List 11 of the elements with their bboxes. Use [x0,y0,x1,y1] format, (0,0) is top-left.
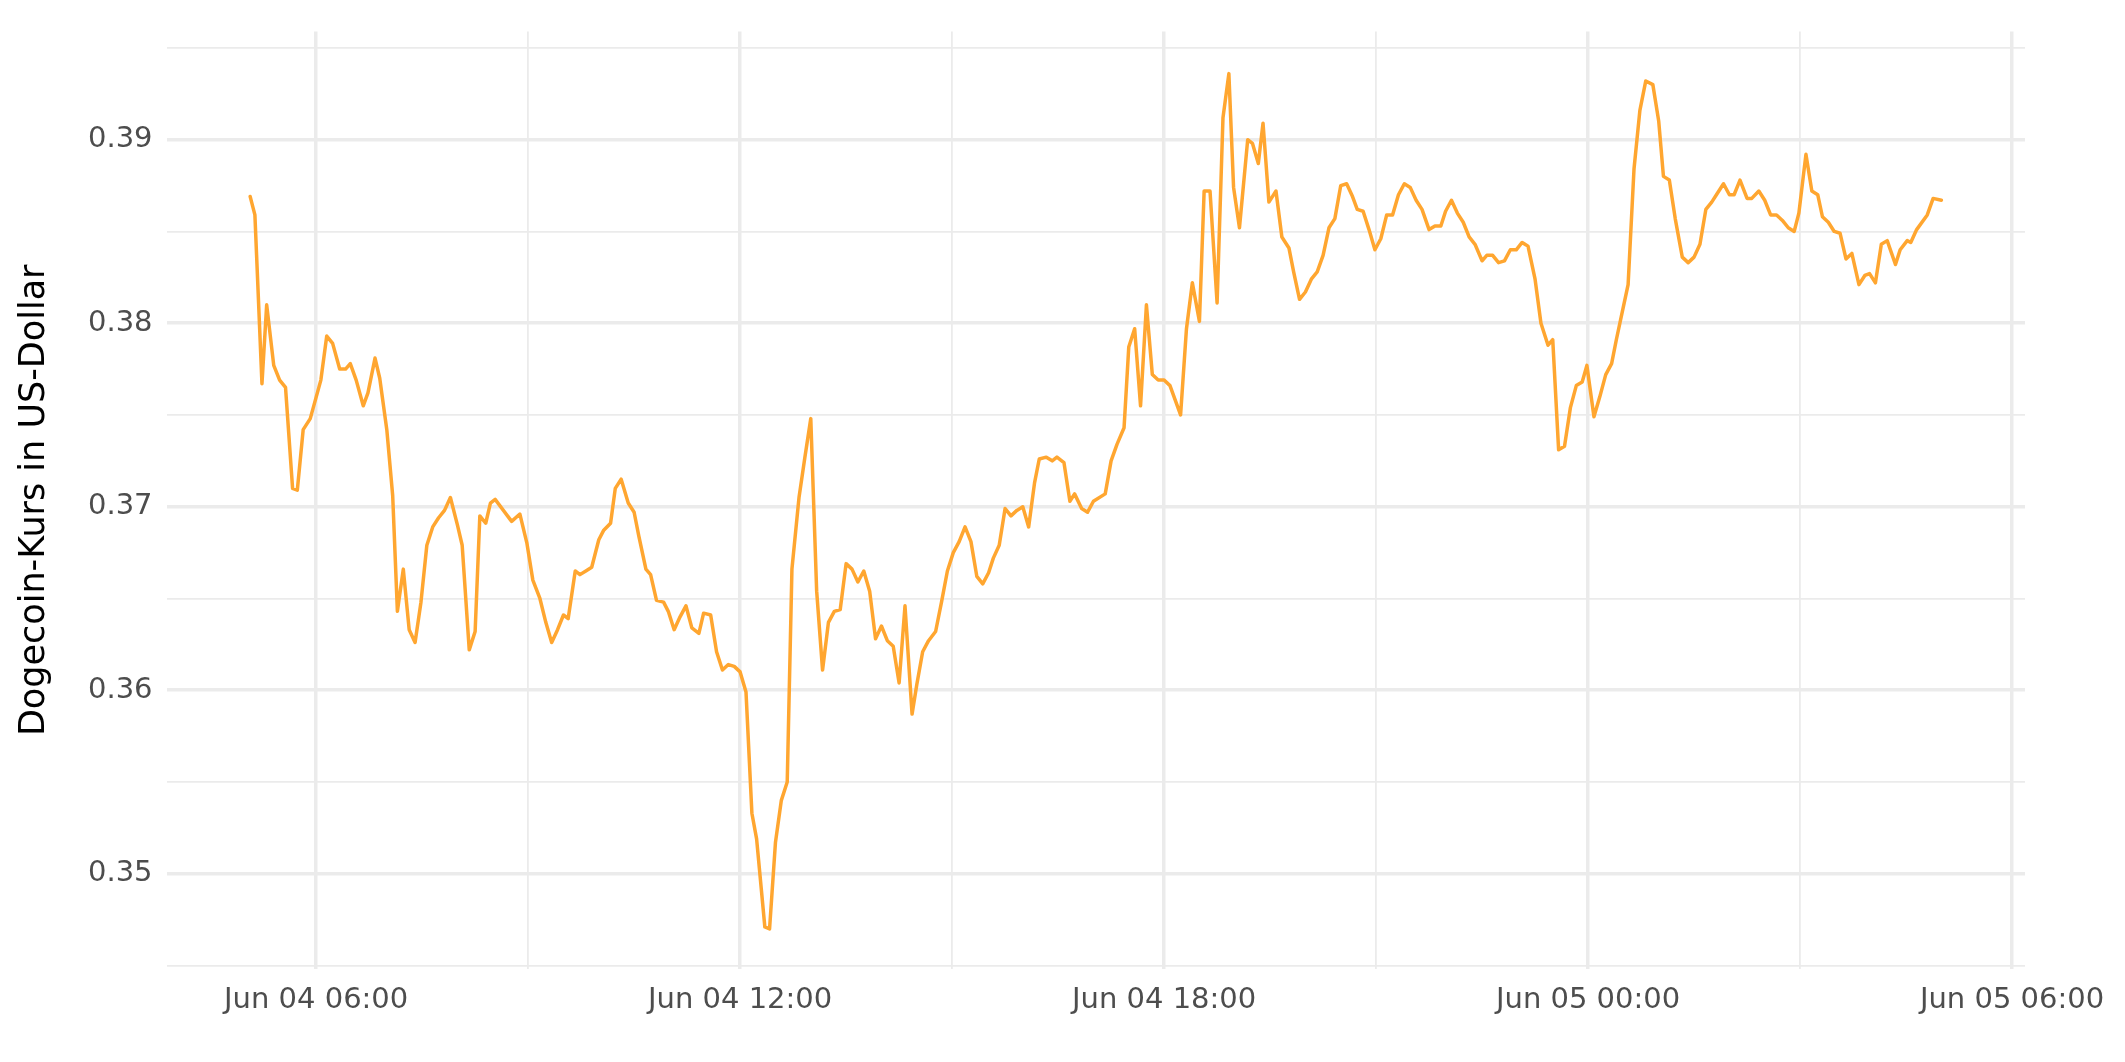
y-tick-label: 0.39 [87,120,153,155]
x-tick-label: Jun 05 00:00 [1493,981,1681,1016]
x-tick-label: Jun 04 06:00 [222,981,409,1016]
y-tick-label: 0.35 [87,854,153,889]
x-tick-label: Jun 04 12:00 [646,981,833,1016]
y-axis-title: Dogecoin-Kurs in US-Dollar [12,263,53,737]
y-tick-label: 0.36 [87,670,153,705]
y-tick-label: 0.37 [87,487,153,522]
x-tick-label: Jun 05 06:00 [1917,981,2105,1016]
y-tick-label: 0.38 [87,303,153,338]
x-tick-label: Jun 04 18:00 [1069,981,1257,1016]
